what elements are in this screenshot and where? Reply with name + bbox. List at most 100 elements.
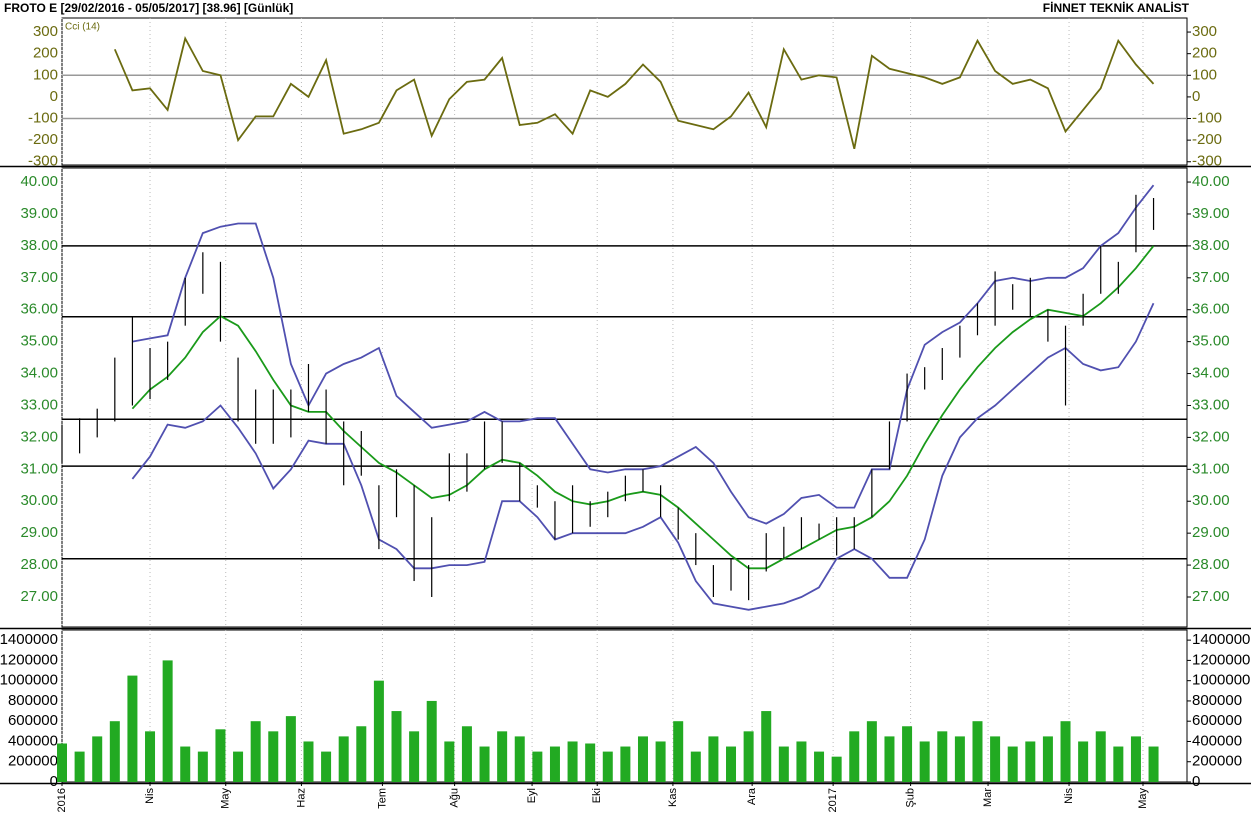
volume-bar <box>919 741 930 782</box>
volume-bar <box>356 726 367 782</box>
x-tick-label: Şub <box>904 788 916 808</box>
y-tick-label-right: 27.00 <box>1192 588 1230 605</box>
volume-bar <box>849 731 860 782</box>
volume-bar <box>602 751 613 782</box>
volume-bar <box>1148 746 1159 782</box>
x-tick-label: Nis <box>144 788 156 804</box>
x-tick-label: Eyl <box>526 788 538 803</box>
volume-bar <box>497 731 508 782</box>
header-left: FROTO E [29/02/2016 - 05/05/2017] [38.96… <box>4 1 293 15</box>
y-tick-label-right: 28.00 <box>1192 556 1230 573</box>
x-tick-label: Nis <box>1063 788 1075 804</box>
y-tick-label-right: 0 <box>1192 773 1200 790</box>
volume-bar <box>743 731 754 782</box>
volume-bar <box>233 751 244 782</box>
volume-bar <box>215 729 226 782</box>
y-tick-label-right: 36.00 <box>1192 301 1230 318</box>
volume-bar <box>409 731 420 782</box>
x-tick-label: May <box>1137 788 1149 809</box>
x-tick-label: Haz <box>295 788 307 808</box>
volume-bar <box>831 756 842 782</box>
volume-bar <box>673 721 684 782</box>
x-tick-label: Kas <box>667 788 679 807</box>
volume-bar <box>1113 746 1124 782</box>
volume-bar <box>444 741 455 782</box>
volume-bar <box>655 741 666 782</box>
y-tick-label-right: 37.00 <box>1192 269 1230 286</box>
band-line <box>131 302 1155 611</box>
y-tick-label: 0 <box>50 773 58 790</box>
y-tick-label: 35.00 <box>20 333 58 350</box>
y-tick-label-right: 1200000 <box>1192 651 1250 668</box>
y-tick-label: 37.00 <box>20 269 58 286</box>
y-tick-label: 40.00 <box>20 173 58 190</box>
volume-bar <box>990 736 1001 782</box>
volume-bar <box>954 736 965 782</box>
volume-bar <box>532 751 543 782</box>
y-tick-label-right: 100 <box>1192 66 1217 83</box>
y-tick-label: 27.00 <box>20 588 58 605</box>
y-tick-label: 600000 <box>8 712 58 729</box>
volume-bar <box>637 736 648 782</box>
y-tick-label: 32.00 <box>20 428 58 445</box>
y-tick-label-right: 32.00 <box>1192 428 1230 445</box>
header-right: FİNNET TEKNİK ANALİST <box>1043 0 1190 15</box>
volume-bar <box>708 736 719 782</box>
volume-bar <box>250 721 261 782</box>
volume-bar <box>1130 736 1141 782</box>
y-tick-label-right: 40.00 <box>1192 173 1230 190</box>
volume-bar <box>902 726 913 782</box>
volume-bar <box>1078 741 1089 782</box>
band-line <box>132 184 1155 525</box>
volume-bar <box>1095 731 1106 782</box>
volume-bar <box>127 675 138 782</box>
y-tick-label: -100 <box>28 109 58 126</box>
y-tick-label: -300 <box>28 153 58 170</box>
y-tick-label-right: 300 <box>1192 23 1217 40</box>
volume-bar <box>778 746 789 782</box>
y-tick-label-right: 30.00 <box>1192 492 1230 509</box>
x-tick-label: Eki <box>591 788 603 803</box>
cci-line <box>113 36 1155 150</box>
volume-bar <box>866 721 877 782</box>
y-tick-label-right: 800000 <box>1192 692 1242 709</box>
y-tick-label-right: 400000 <box>1192 732 1242 749</box>
volume-bar <box>796 741 807 782</box>
volume-bar <box>549 746 560 782</box>
volume-bar <box>1007 746 1018 782</box>
x-tick-label: May <box>220 788 232 809</box>
y-tick-label: 300 <box>33 23 58 40</box>
volume-bar <box>972 721 983 782</box>
y-tick-label: 34.00 <box>20 365 58 382</box>
volume-bar <box>426 700 437 782</box>
panel-frame <box>61 167 1188 628</box>
volume-bar <box>303 741 314 782</box>
volume-bar <box>690 751 701 782</box>
x-tick-label: Ağu <box>449 788 461 808</box>
y-tick-label: 1200000 <box>0 651 58 668</box>
y-tick-label-right: 200000 <box>1192 753 1242 770</box>
y-tick-label-right: 38.00 <box>1192 237 1230 254</box>
y-tick-label-right: 29.00 <box>1192 524 1230 541</box>
volume-bar <box>391 711 402 782</box>
y-tick-label: 0 <box>50 88 58 105</box>
volume-bar <box>57 743 67 782</box>
volume-bar <box>1025 741 1036 782</box>
volume-bar <box>884 736 895 782</box>
y-tick-label: 1400000 <box>0 631 58 648</box>
volume-bar <box>1060 721 1071 782</box>
x-tick-label: Ara <box>746 787 758 805</box>
volume-bar <box>1042 736 1053 782</box>
y-tick-label: 400000 <box>8 732 58 749</box>
volume-bar <box>461 726 472 782</box>
y-tick-label-right: 200 <box>1192 45 1217 62</box>
y-tick-label-right: 34.00 <box>1192 365 1230 382</box>
y-tick-label: 38.00 <box>20 237 58 254</box>
volume-bar <box>514 736 525 782</box>
volume-bar <box>162 660 173 782</box>
volume-bar <box>338 736 349 782</box>
volume-bar <box>321 751 332 782</box>
y-tick-label-right: 1400000 <box>1192 631 1250 648</box>
volume-bar <box>268 731 279 782</box>
